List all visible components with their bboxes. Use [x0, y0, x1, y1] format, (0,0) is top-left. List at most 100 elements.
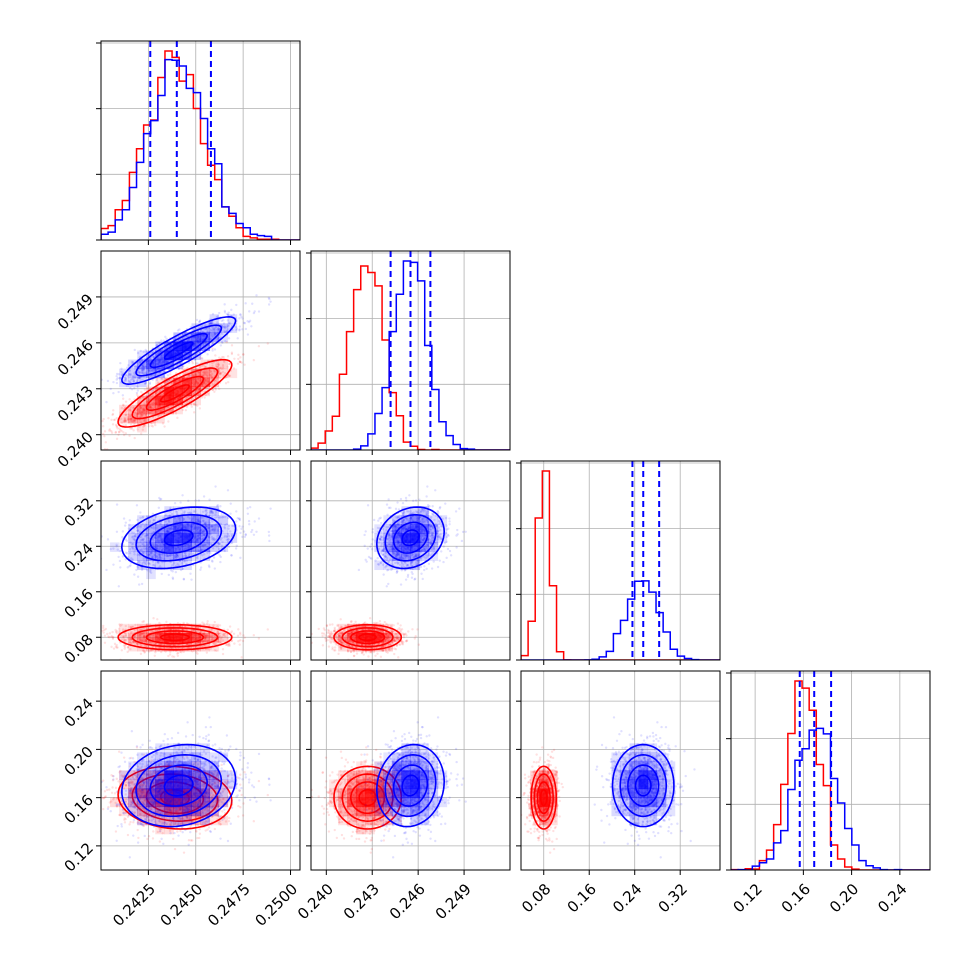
sample-point: [213, 327, 217, 331]
sample-point: [140, 414, 143, 418]
sample-point: [103, 641, 107, 644]
sample-point: [143, 640, 146, 644]
sample-point: [204, 341, 208, 344]
sample-point: [203, 637, 207, 641]
sample-point: [218, 336, 221, 340]
sample-point: [149, 403, 152, 406]
sample-point: [122, 403, 125, 407]
sample-point: [143, 635, 146, 638]
sample-point: [143, 644, 147, 648]
sample-point: [138, 407, 141, 411]
sample-point: [140, 582, 144, 586]
sample-point: [198, 388, 201, 391]
sample-point: [213, 642, 216, 646]
sample-point: [102, 417, 105, 421]
sample-point: [240, 656, 243, 659]
y-tick-label: 0.240: [54, 428, 97, 471]
sample-point: [151, 645, 154, 649]
sample-point: [257, 637, 261, 640]
sample-point: [149, 374, 152, 377]
sample-point: [206, 374, 209, 377]
sample-point: [113, 418, 117, 421]
sample-point: [203, 632, 206, 635]
sample-point: [118, 377, 122, 380]
sample-point: [196, 629, 200, 633]
sample-point: [211, 383, 215, 387]
sample-point: [218, 372, 222, 375]
sample-point: [170, 382, 174, 386]
sample-point: [143, 364, 146, 368]
panel-1-1: [306, 250, 511, 455]
sample-point: [210, 322, 213, 326]
sample-point: [177, 374, 181, 378]
sample-point: [141, 620, 144, 624]
density-cell: [182, 368, 192, 379]
sample-point: [181, 408, 184, 412]
sample-point: [126, 416, 130, 419]
sample-point: [159, 350, 162, 353]
sample-point: [216, 328, 219, 331]
sample-point: [102, 631, 105, 634]
sample-point: [176, 652, 179, 655]
sample-point: [211, 636, 215, 639]
density-cell: [155, 377, 165, 388]
sample-point: [157, 506, 161, 510]
panel-content: [101, 41, 300, 240]
sample-point: [198, 356, 202, 360]
sample-point: [203, 371, 206, 374]
sample-point: [218, 635, 222, 638]
sample-point: [135, 414, 139, 417]
sample-point: [167, 420, 170, 423]
sample-point: [207, 368, 211, 371]
sample-point: [168, 625, 171, 628]
sample-point: [171, 408, 175, 411]
sample-point: [206, 639, 210, 643]
sample-point: [237, 357, 240, 361]
sample-point: [150, 369, 154, 372]
sample-point: [112, 409, 115, 412]
sample-point: [128, 636, 132, 639]
sample-point: [215, 325, 218, 329]
sample-point: [121, 394, 125, 397]
sample-point: [242, 634, 245, 637]
sample-point: [248, 505, 252, 509]
sample-point: [237, 628, 240, 631]
sample-point: [133, 376, 136, 379]
sample-point: [120, 406, 124, 410]
sample-point: [171, 655, 174, 658]
sample-point: [126, 374, 129, 377]
sample-point: [223, 360, 226, 364]
sample-point: [202, 374, 205, 377]
sample-point: [136, 379, 139, 382]
sample-point: [233, 642, 236, 645]
sample-point: [207, 322, 211, 325]
sample-point: [142, 367, 146, 370]
sample-point: [208, 498, 211, 501]
sample-point: [156, 356, 160, 360]
sample-point: [129, 386, 132, 390]
sample-point: [201, 325, 204, 328]
sample-point: [140, 639, 143, 642]
sample-point: [136, 408, 139, 412]
sample-point: [148, 370, 151, 373]
sample-point: [161, 422, 165, 425]
sample-point: [140, 413, 143, 417]
sample-point: [241, 328, 244, 331]
sample-point: [166, 374, 170, 377]
sample-point: [196, 389, 199, 392]
sample-point: [227, 375, 230, 378]
sample-point: [115, 503, 119, 506]
sample-point: [139, 637, 142, 640]
sample-point: [217, 329, 221, 332]
sample-point: [211, 560, 214, 563]
sample-point: [138, 637, 141, 640]
sample-point: [253, 520, 256, 523]
panel-2-0: 0.080.160.240.32: [61, 460, 301, 667]
sample-point: [214, 485, 217, 488]
sample-point: [235, 544, 238, 547]
density-cell: [173, 332, 183, 342]
sample-point: [150, 649, 153, 652]
sample-point: [266, 342, 269, 345]
sample-point: [211, 388, 214, 392]
sample-point: [200, 396, 204, 399]
